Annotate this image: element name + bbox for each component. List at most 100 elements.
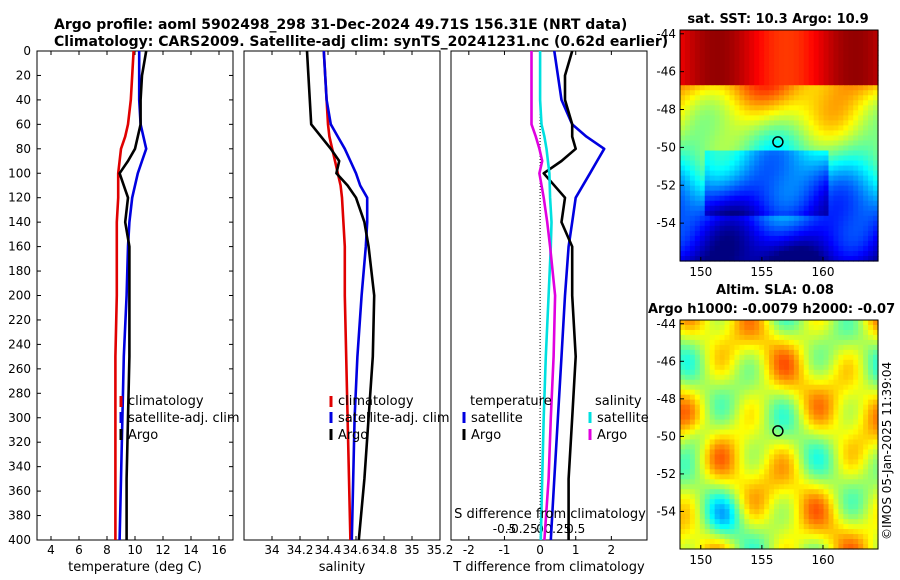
map-cell xyxy=(689,504,696,510)
map-cell xyxy=(848,339,854,346)
map-cell xyxy=(764,195,770,202)
map-cell xyxy=(680,349,686,356)
map-cell xyxy=(818,160,825,167)
map-cell xyxy=(828,349,835,356)
map-cell xyxy=(739,504,745,510)
map-cell xyxy=(699,65,706,71)
map-cell xyxy=(848,245,854,252)
map-cell xyxy=(680,40,686,46)
map-cell xyxy=(788,255,795,262)
map-cell xyxy=(734,200,740,207)
map-cell xyxy=(793,399,800,406)
map-cell xyxy=(848,444,854,451)
map-cell xyxy=(813,459,820,465)
map-cell xyxy=(704,474,711,480)
map-cell xyxy=(783,484,790,490)
map-cell xyxy=(759,334,765,341)
map-cell xyxy=(853,135,859,142)
map-cell xyxy=(749,320,755,326)
map-cell xyxy=(680,320,686,326)
map-cell xyxy=(793,424,800,431)
map-cell xyxy=(783,225,790,232)
map-cell xyxy=(724,195,731,202)
map-cell xyxy=(788,150,795,157)
map-cell xyxy=(823,160,830,167)
map-cell xyxy=(818,349,825,356)
map-cell xyxy=(813,539,820,545)
map-cell xyxy=(823,499,830,505)
map-cell xyxy=(704,329,711,336)
map-cell xyxy=(719,30,726,36)
map-cell xyxy=(714,374,721,381)
map-cell xyxy=(843,225,849,232)
map-cell xyxy=(848,399,854,406)
map-cell xyxy=(779,120,785,127)
x-tick-label: 34.6 xyxy=(343,543,370,557)
map-cell xyxy=(754,150,760,157)
map-cell xyxy=(769,404,775,411)
map-cell xyxy=(769,424,775,431)
map-cell xyxy=(873,250,879,257)
map-cell xyxy=(744,454,750,460)
lon-tick-label: 160 xyxy=(812,265,835,279)
map-cell xyxy=(873,100,879,106)
map-cell xyxy=(858,200,864,207)
map-cell xyxy=(759,95,765,101)
map-cell xyxy=(833,180,839,187)
map-cell xyxy=(808,464,815,470)
map-cell xyxy=(734,110,740,116)
map-cell xyxy=(744,90,750,96)
map-cell xyxy=(873,414,879,421)
map-cell xyxy=(783,469,790,475)
map-cell xyxy=(734,205,740,212)
map-cell xyxy=(823,170,830,177)
map-cell xyxy=(719,50,726,56)
map-cell xyxy=(843,35,849,41)
map-cell xyxy=(818,170,825,177)
map-cell xyxy=(783,140,790,147)
map-cell xyxy=(843,150,849,157)
map-cell xyxy=(769,195,775,202)
map-cell xyxy=(684,324,691,331)
map-cell xyxy=(813,399,820,406)
map-cell xyxy=(769,65,775,71)
map-cell xyxy=(729,180,736,187)
map-cell xyxy=(863,225,869,232)
map-cell xyxy=(779,175,785,182)
map-cell xyxy=(739,95,745,101)
map-cell xyxy=(744,429,750,436)
map-cell xyxy=(704,519,711,525)
map-cell xyxy=(823,469,830,475)
map-cell xyxy=(818,320,825,326)
map-cell xyxy=(749,359,755,366)
map-cell xyxy=(689,404,696,411)
map-cell xyxy=(788,334,795,341)
map-cell xyxy=(798,369,805,376)
map-cell xyxy=(858,389,864,396)
map-cell xyxy=(783,95,790,101)
lat-tick-label: -48 xyxy=(656,103,676,117)
map-cell xyxy=(793,439,800,446)
map-cell xyxy=(803,130,810,137)
map-cell xyxy=(793,499,800,505)
map-cell xyxy=(803,454,810,460)
map-cell xyxy=(793,140,800,147)
map-cell xyxy=(680,469,686,475)
map-cell xyxy=(803,320,810,326)
map-cell xyxy=(694,220,701,227)
map-cell xyxy=(774,379,780,386)
map-cell xyxy=(714,245,721,252)
map-cell xyxy=(714,454,721,460)
map-cell xyxy=(739,324,745,331)
map-cell xyxy=(779,165,785,172)
map-cell xyxy=(729,110,736,116)
map-cell xyxy=(699,75,706,81)
map-cell xyxy=(868,240,874,247)
map-cell xyxy=(863,434,869,441)
map-cell xyxy=(714,349,721,356)
map-cell xyxy=(739,185,745,192)
map-cell xyxy=(863,544,869,550)
sst-map-title: sat. SST: 10.3 Argo: 10.9 xyxy=(687,12,868,27)
map-cell xyxy=(808,160,815,167)
map-cell xyxy=(759,130,765,137)
